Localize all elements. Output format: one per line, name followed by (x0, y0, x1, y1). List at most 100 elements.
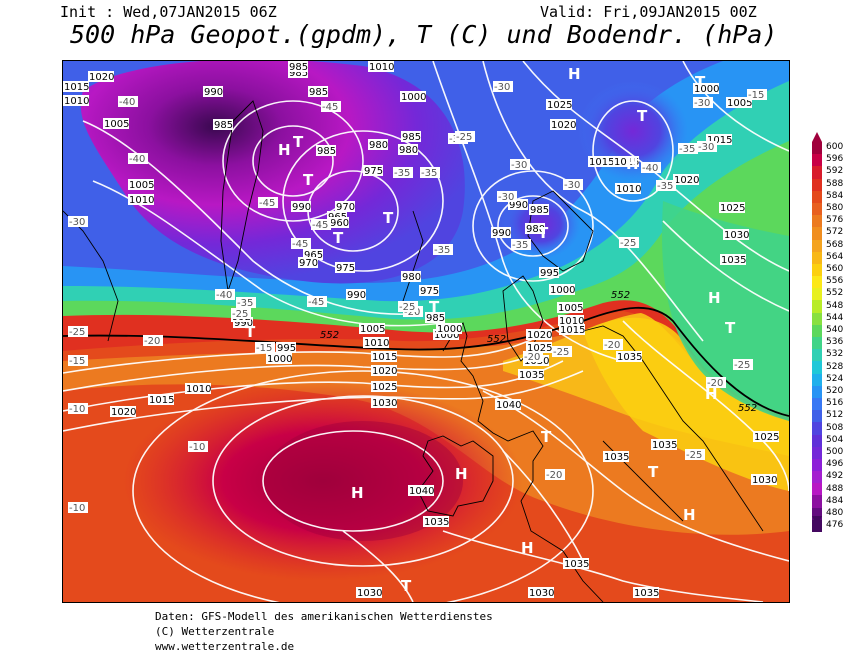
isobar-label: 1025 (546, 99, 572, 111)
isobar-label: 1040 (408, 485, 434, 497)
temperature-label: -10 (68, 502, 88, 514)
legend-tick-label: 568 (826, 239, 844, 250)
svg-text:1020: 1020 (89, 72, 114, 83)
isobar-label: 990 (346, 289, 366, 301)
isobar-label: 985 (425, 312, 445, 324)
temperature-label: -35 (393, 167, 413, 179)
isobar-label: 985 (401, 131, 421, 143)
isobar-label: 1005 (359, 323, 385, 335)
svg-text:1000: 1000 (267, 354, 292, 365)
legend-tick-label: 500 (826, 447, 844, 457)
legend-tick-label: 564 (826, 251, 844, 262)
legend-swatch (812, 276, 822, 289)
svg-text:985: 985 (309, 87, 328, 98)
legend-swatch (812, 373, 822, 386)
isobar-label: 990 (203, 86, 223, 98)
legend-swatch (812, 227, 822, 240)
violet-low (80, 61, 465, 284)
legend-tick-label: 536 (826, 337, 844, 348)
isobar-label: 1025 (753, 431, 779, 443)
legend-swatch (812, 288, 822, 301)
isobar-label: 1010 (63, 95, 89, 107)
legend-swatch (812, 397, 822, 411)
temperature-label: -35 (511, 239, 531, 251)
svg-text:1020: 1020 (372, 366, 397, 377)
isobar-label: 1020 (526, 329, 552, 341)
svg-text:1035: 1035 (652, 440, 677, 451)
svg-text:990: 990 (492, 228, 511, 239)
svg-text:975: 975 (364, 166, 383, 177)
svg-text:970: 970 (299, 258, 318, 269)
svg-text:-45: -45 (259, 198, 275, 209)
svg-text:-40: -40 (642, 163, 658, 174)
temperature-label: -30 (563, 179, 583, 191)
temperature-label: -40 (128, 153, 148, 165)
legend-swatch (812, 495, 822, 508)
legend-swatch (812, 422, 822, 435)
isobar-label: 995 (276, 342, 296, 354)
legend-swatch (812, 178, 822, 191)
svg-text:-40: -40 (129, 154, 145, 165)
svg-text:990: 990 (234, 318, 253, 329)
isobar-label: 985 (529, 204, 549, 216)
isobar-label: 1015 (63, 81, 89, 93)
legend-swatch (812, 263, 822, 277)
legend-arrow-down (812, 516, 822, 526)
svg-text:1010: 1010 (559, 316, 584, 327)
temperature-label: -25 (455, 131, 475, 143)
legend-swatch (812, 190, 822, 203)
isobar-label: 970 (298, 257, 318, 269)
temperature-label: -15 (68, 355, 88, 367)
temperature-label: -10 (188, 441, 208, 453)
svg-text:980: 980 (369, 140, 388, 151)
temperature-label: -10 (68, 403, 88, 415)
svg-text:-30: -30 (494, 82, 510, 93)
isobar-label: 1035 (563, 558, 589, 570)
legend-tick-label: 600 (826, 142, 844, 152)
svg-text:-20: -20 (604, 340, 620, 351)
legend-tick-label: 592 (826, 166, 844, 177)
color-legend: 600 596 592 588 584 580 576 572 568 564 560 556 552 5… (808, 130, 850, 532)
svg-text:990: 990 (347, 290, 366, 301)
svg-text:1025: 1025 (720, 203, 745, 214)
temperature-label: -30 (697, 141, 717, 153)
isobar-label: 1020 (88, 71, 114, 83)
weather-map: 1020 1015 1010 1005 990 985 985 985 985 980 980 985… (62, 60, 790, 603)
svg-text:-45: -45 (292, 239, 308, 250)
isobar-label: 1035 (518, 369, 544, 381)
svg-text:1035: 1035 (721, 255, 746, 266)
svg-text:-20: -20 (707, 378, 723, 389)
isobar-label: 1010 (363, 337, 389, 349)
legend-tick-label: 528 (826, 361, 844, 372)
svg-text:1000: 1000 (550, 285, 575, 296)
isobar-label: 1015 (559, 324, 585, 336)
svg-text:1015: 1015 (149, 395, 174, 406)
svg-text:1025: 1025 (754, 432, 779, 443)
isobar-label: 1005 (726, 97, 752, 109)
legend-tick-label: 584 (826, 190, 844, 201)
svg-text:-40: -40 (216, 290, 232, 301)
svg-text:1015: 1015 (64, 82, 89, 93)
temperature-label: -35 (420, 167, 440, 179)
isobar-label: 1005 (557, 302, 583, 314)
svg-text:995: 995 (540, 268, 559, 279)
legend-swatch (812, 349, 822, 362)
legend-tick-label: 532 (826, 349, 844, 360)
isobar-label: 1030 (356, 587, 382, 599)
svg-text:1000: 1000 (437, 324, 462, 335)
legend-swatch (812, 142, 822, 155)
isobar-label: 990 (508, 199, 528, 211)
legend-tick-label: 484 (826, 495, 844, 506)
legend-tick-label: 488 (826, 483, 844, 494)
legend-swatch (812, 361, 822, 374)
svg-text:-20: -20 (404, 307, 420, 318)
svg-text:1005: 1005 (360, 324, 385, 335)
svg-text:985: 985 (530, 205, 549, 216)
svg-text:-35: -35 (394, 168, 410, 179)
legend-swatch (812, 312, 822, 325)
isobar-label: 990 (491, 227, 511, 239)
low-pressure-marker: T (725, 319, 736, 337)
temperature-label: -30 (510, 159, 530, 171)
svg-text:1010: 1010 (186, 384, 211, 395)
isobar-label: 1020 (673, 174, 699, 186)
